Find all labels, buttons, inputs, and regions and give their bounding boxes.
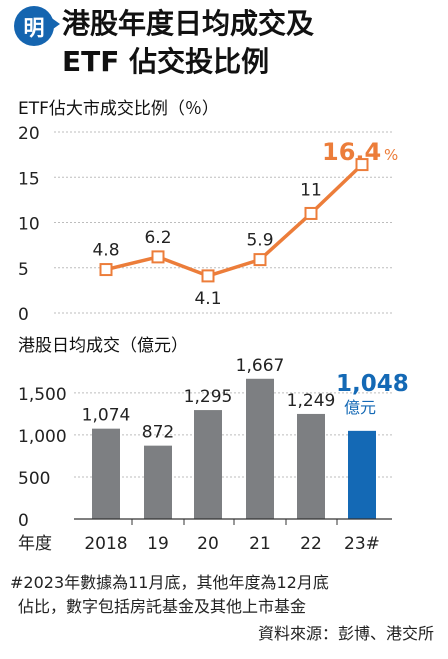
bar-value-label: 1,295 (184, 387, 233, 407)
bar-y-tick-label: 0 (18, 511, 29, 531)
bar-y-tick-label: 1,000 (18, 427, 67, 447)
bar-value-label: 872 (142, 423, 174, 443)
bar (144, 445, 172, 519)
footnote-line-2: 佔比，數字包括房託基金及其他上市基金 (18, 597, 307, 616)
x-tick-label: 22 (300, 534, 322, 554)
logo-glyph: 明 (23, 16, 45, 40)
page-subtitle: ETF 佔交投比例 (62, 45, 270, 78)
line-value-label: 5.9 (246, 231, 273, 251)
line-chart-title: ETF佔大市成交比例（％） (18, 99, 219, 119)
x-tick-label: 23# (344, 534, 380, 554)
bar-value-label-highlight: 1,048 (336, 371, 409, 397)
header: 明 港股年度日均成交及 ETF 佔交投比例 (0, 0, 448, 84)
source-note: 資料來源：彭博、港交所 (257, 624, 434, 643)
footnote: #2023年數據為11月底，其他年度為12月底 佔比，數字包括房託基金及其他上市… (10, 571, 440, 619)
bar-value-unit: 億元 (344, 398, 376, 417)
bar (297, 413, 325, 519)
x-tick-label: 19 (147, 534, 169, 554)
line-value-label: 11 (300, 180, 322, 200)
bar (246, 378, 274, 519)
footnote-line-1: #2023年數據為11月底，其他年度為12月底 (10, 573, 329, 592)
bar-y-tick-label: 500 (18, 469, 50, 489)
line-point-marker (201, 269, 215, 283)
line-value-unit: % (384, 146, 398, 164)
bar-value-label: 1,074 (82, 406, 131, 426)
line-y-tick-label: 10 (18, 215, 40, 235)
bar-y-tick-label: 1,500 (18, 385, 67, 405)
newspaper-logo: 明 (14, 6, 60, 46)
bar-chart-title: 港股日均成交（億元） (18, 336, 188, 356)
line-series (105, 163, 364, 278)
line-y-tick-label: 5 (18, 260, 29, 280)
bar-value-label: 1,249 (287, 391, 336, 411)
line-value-label: 6.2 (144, 228, 171, 248)
line-point-marker (355, 158, 369, 172)
bar-chart: 港股日均成交（億元） 0 500 1,000 1,500 1,074 872 1,2951,6… (18, 336, 409, 554)
line-value-label: 4.8 (92, 241, 119, 261)
x-tick-label: 21 (249, 534, 271, 554)
line-point-marker (151, 250, 165, 264)
line-point-marker (304, 206, 318, 220)
line-value-label-highlight: 16.4 (322, 138, 381, 166)
bar (92, 428, 120, 519)
logo-speech-tail (46, 14, 60, 34)
line-value-label: 4.1 (194, 289, 221, 309)
line-y-tick-label: 0 (18, 305, 29, 325)
line-point-marker (99, 263, 113, 277)
x-tick-label: 2018 (84, 534, 127, 554)
page-title: 港股年度日均成交及 (62, 7, 315, 40)
line-y-tick-label: 15 (18, 169, 40, 189)
bar-highlight (348, 430, 376, 519)
line-y-tick-label: 20 (18, 124, 40, 144)
bar (194, 410, 222, 519)
bar-value-label: 1,667 (236, 356, 285, 376)
x-axis-label: 年度 (18, 534, 52, 554)
chart-area: ETF佔大市成交比例（％） 0 5 10 15 20 4.8 6.2 4.1 5.9 1116.4%… (18, 99, 409, 554)
line-point-marker (253, 253, 267, 267)
x-tick-label: 20 (197, 534, 219, 554)
